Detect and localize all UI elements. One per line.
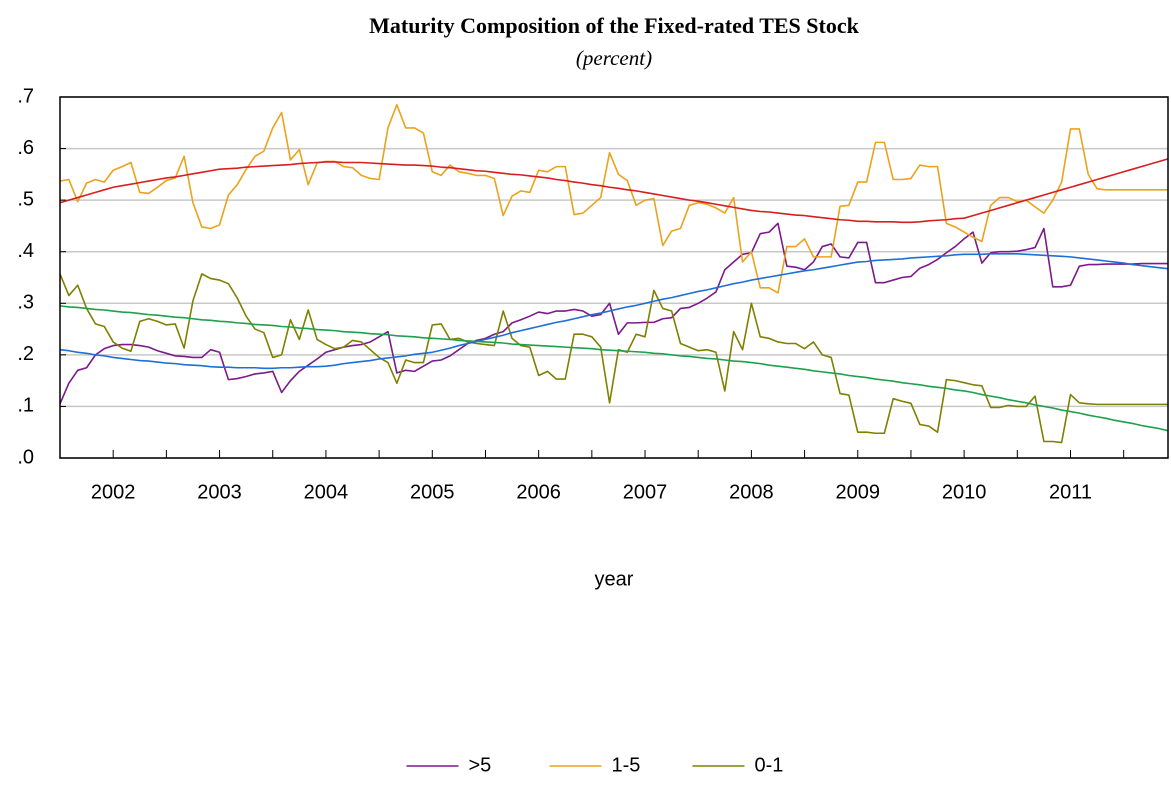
series-line (59, 273, 1168, 444)
trend-line (59, 305, 1169, 432)
x-tick-label: 2008 (729, 481, 774, 503)
legend-label: 1-5 (612, 754, 641, 776)
x-tick-label: 2011 (1049, 481, 1092, 503)
y-tick-label: .6 (17, 137, 34, 159)
x-tick-label: 2007 (623, 481, 668, 503)
y-tick-label: .5 (17, 188, 34, 210)
trend-line (59, 252, 1169, 370)
y-tick-label: .4 (17, 240, 34, 262)
x-tick-label: 2004 (304, 481, 349, 503)
plot-frame (59, 96, 1169, 459)
legend-label: >5 (469, 754, 492, 776)
x-tick-label: 2009 (836, 481, 881, 503)
y-tick-label: .2 (17, 343, 34, 365)
chart-title: Maturity Composition of the Fixed-rated … (369, 13, 859, 38)
chart-subtitle: (percent) (576, 46, 652, 70)
series-line (59, 103, 1168, 294)
x-tick-label: 2002 (91, 481, 136, 503)
x-tick-label: 2003 (197, 481, 242, 503)
x-tick-label: 2010 (942, 481, 987, 503)
trend-line (59, 158, 1169, 224)
x-tick-label: 2006 (516, 481, 561, 503)
y-tick-label: .7 (17, 85, 34, 107)
x-axis-label: year (595, 568, 634, 590)
y-tick-label: .1 (17, 395, 34, 417)
y-tick-label: .0 (17, 446, 34, 468)
x-tick-label: 2005 (410, 481, 455, 503)
series-line (59, 222, 1168, 405)
y-tick-label: .3 (17, 292, 34, 314)
legend-label: 0-1 (755, 754, 784, 776)
